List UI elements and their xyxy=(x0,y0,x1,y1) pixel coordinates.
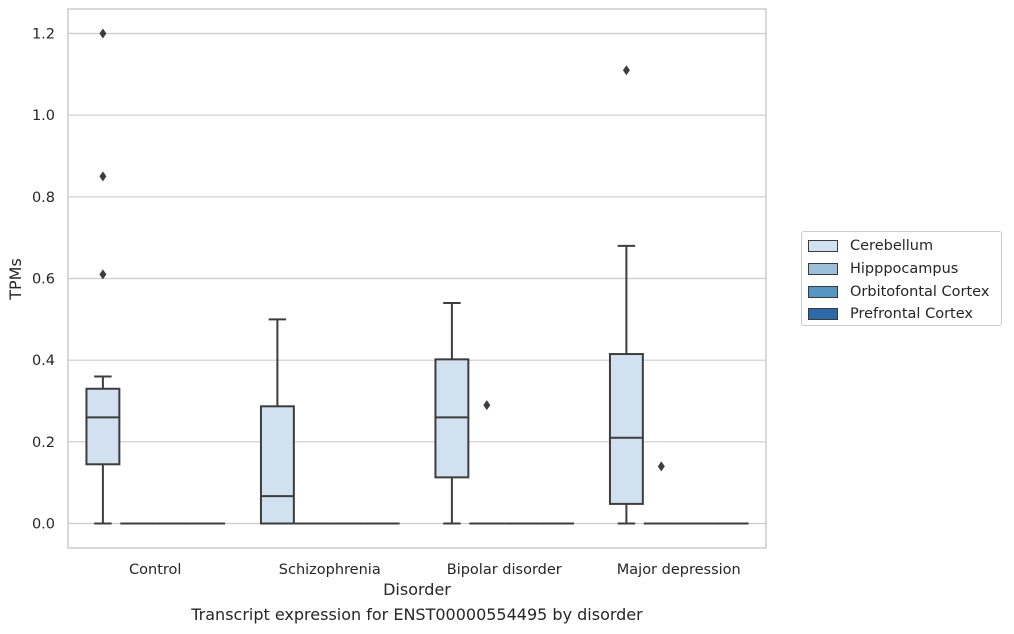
legend-item: Hipppocampus xyxy=(808,258,1001,281)
x-tick-label: Control xyxy=(129,562,181,578)
x-tick-label: Schizophrenia xyxy=(279,562,381,578)
outlier-point xyxy=(99,28,107,39)
y-tick-label: 0.8 xyxy=(32,190,55,206)
y-axis-label: TPMs xyxy=(6,258,25,301)
box-1-3 xyxy=(643,461,679,525)
outlier-point xyxy=(657,461,665,472)
box-0-3 xyxy=(608,65,644,525)
legend-swatch xyxy=(808,308,838,321)
legend-item: Orbitofontal Cortex xyxy=(808,280,1001,303)
x-axis-label: Disorder xyxy=(383,580,451,599)
outlier-point xyxy=(483,400,491,411)
iqr-box xyxy=(434,358,470,479)
legend-swatch xyxy=(808,240,838,253)
outlier-point xyxy=(99,269,107,280)
y-tick-label: 1.2 xyxy=(32,27,55,43)
y-tick-labels: 0.0 0.2 0.4 0.6 0.8 1.0 1.2 xyxy=(32,27,55,533)
x-tick-labels: Control Schizophrenia Bipolar disorder Majo… xyxy=(129,562,741,578)
y-tick-label: 0.6 xyxy=(32,272,55,288)
x-tick-label: Major depression xyxy=(617,562,741,578)
legend-label: Prefrontal Cortex xyxy=(850,306,973,323)
legend-item: Cerebellum xyxy=(808,235,1001,258)
legend-swatch xyxy=(808,285,838,298)
iqr-box xyxy=(259,405,295,525)
y-tick-label: 0.4 xyxy=(32,353,55,369)
iqr-box xyxy=(85,387,121,466)
legend: Cerebellum Hipppocampus Orbitofontal Corte… xyxy=(801,231,1002,326)
iqr-box xyxy=(608,353,644,505)
outlier-point xyxy=(99,171,107,182)
y-tick-label: 0.0 xyxy=(32,517,55,533)
x-tick-label: Bipolar disorder xyxy=(447,562,562,578)
legend-swatch xyxy=(808,263,838,276)
box-0-0 xyxy=(85,28,121,525)
y-tick-label: 1.0 xyxy=(32,108,55,124)
legend-label: Orbitofontal Cortex xyxy=(850,283,990,300)
y-tick-label: 0.2 xyxy=(32,435,55,451)
box-0-2 xyxy=(434,302,470,525)
outlier-point xyxy=(622,65,630,76)
legend-label: Hipppocampus xyxy=(850,261,959,278)
legend-label: Cerebellum xyxy=(850,238,934,255)
legend-item: Prefrontal Cortex xyxy=(808,303,1001,326)
box-0-1 xyxy=(259,318,295,525)
box-1-2 xyxy=(469,400,505,525)
figure-caption: Transcript expression for ENST0000055449… xyxy=(191,605,643,624)
boxes xyxy=(85,28,749,525)
